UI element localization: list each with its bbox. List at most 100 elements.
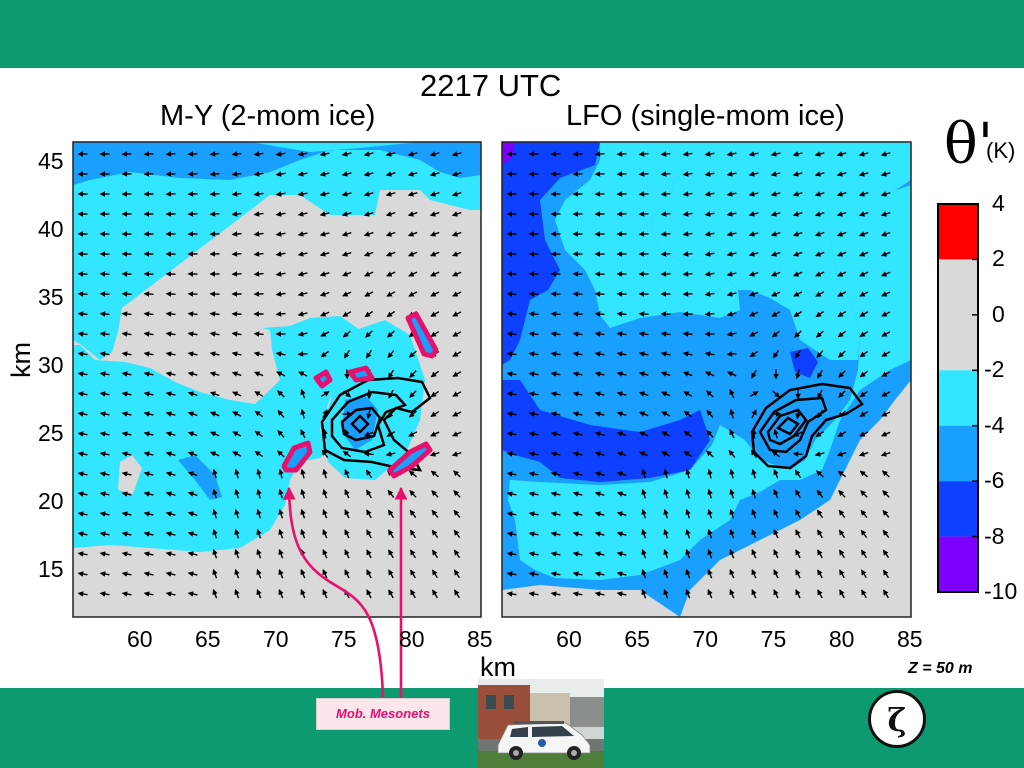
wind-vector — [407, 151, 418, 157]
wind-vector — [550, 311, 561, 317]
wind-vector — [792, 451, 803, 457]
wind-vector — [528, 491, 539, 497]
wind-vector — [660, 351, 671, 357]
wind-vector — [616, 571, 627, 577]
wind-vector — [344, 468, 350, 479]
wind-vector — [319, 311, 330, 317]
wind-vector — [528, 551, 539, 557]
wind-vector — [594, 531, 605, 537]
wind-vector — [663, 588, 669, 599]
wind-vector — [366, 529, 372, 539]
wind-vector — [278, 588, 284, 599]
wind-vector — [429, 151, 440, 157]
wind-vector — [366, 489, 372, 499]
wind-vector — [143, 571, 154, 577]
wind-vector — [859, 390, 869, 398]
wind-vector — [341, 151, 352, 157]
wind-vector — [815, 291, 825, 297]
wind-vector — [165, 451, 176, 457]
wind-vector — [550, 391, 561, 397]
wind-vector — [794, 349, 802, 359]
wind-vector — [344, 569, 350, 579]
wind-vector — [881, 391, 891, 397]
zeta-symbol: ζ — [887, 701, 907, 739]
wind-vector — [706, 409, 714, 418]
wind-vector — [792, 191, 803, 197]
wind-vector — [322, 428, 328, 439]
y-tick-label: 40 — [38, 216, 64, 243]
wind-vector — [550, 571, 561, 577]
wind-vector — [704, 311, 715, 317]
colorbar-bin — [938, 536, 978, 592]
wind-vector — [682, 171, 693, 177]
wind-vector — [77, 411, 88, 417]
wind-vector — [814, 151, 825, 157]
wind-vector — [451, 251, 462, 257]
wind-vector — [165, 551, 176, 557]
wind-vector — [814, 231, 825, 237]
wind-vector — [234, 528, 240, 539]
wind-vector — [429, 231, 440, 237]
wind-vector — [748, 271, 759, 277]
wind-vector — [297, 191, 308, 197]
wind-vector — [99, 311, 110, 317]
wind-vector — [704, 251, 715, 257]
wind-vector — [814, 251, 825, 257]
wind-vector — [682, 271, 693, 277]
wind-vector — [748, 251, 759, 257]
wind-vector — [594, 491, 605, 497]
wind-vector — [452, 271, 462, 277]
wind-vector — [705, 371, 715, 377]
wind-vector — [231, 351, 242, 357]
wind-vector — [594, 311, 605, 317]
colorbar-bin — [938, 425, 978, 482]
wind-vector — [407, 231, 418, 237]
wind-vector — [661, 411, 671, 417]
wind-vector — [297, 351, 308, 357]
wind-vector — [860, 529, 868, 539]
wind-vector — [453, 549, 461, 559]
wind-vector — [300, 589, 306, 599]
wind-vector — [187, 471, 198, 477]
wind-vector — [814, 211, 825, 217]
wind-vector — [773, 489, 779, 499]
x-tick-label: 75 — [760, 626, 787, 652]
wind-vector — [165, 391, 176, 397]
wind-vector — [770, 231, 781, 237]
wind-vector — [431, 509, 439, 518]
wind-vector — [366, 509, 372, 519]
wind-vector — [319, 151, 330, 157]
wind-vector — [748, 291, 759, 297]
wind-vector — [341, 251, 352, 257]
wind-vector — [187, 391, 198, 397]
wind-vector — [880, 211, 891, 217]
wind-vector — [365, 330, 373, 338]
wind-vector — [212, 588, 218, 599]
wind-vector — [187, 491, 198, 497]
wind-vector — [187, 431, 198, 437]
wind-vector — [256, 488, 262, 499]
wind-vector — [638, 311, 649, 317]
wind-vector — [143, 531, 154, 537]
wind-vector — [859, 291, 869, 297]
wind-vector — [363, 191, 374, 197]
wind-vector — [187, 591, 198, 597]
wind-vector — [319, 251, 330, 257]
wind-vector — [729, 568, 735, 579]
wind-vector — [773, 509, 779, 519]
wind-vector — [661, 431, 671, 437]
wind-vector — [77, 451, 88, 457]
wind-vector — [407, 211, 418, 217]
wind-vector — [792, 211, 803, 217]
wind-vector — [815, 310, 825, 318]
wind-vector — [143, 331, 154, 337]
wind-vector — [749, 331, 759, 337]
wind-vector — [165, 151, 176, 157]
wind-vector — [275, 291, 286, 297]
wind-vector — [795, 369, 801, 380]
wind-vector — [409, 509, 417, 519]
wind-vector — [661, 391, 671, 397]
x-tick-label: 70 — [263, 626, 289, 652]
wind-vector — [729, 429, 735, 439]
wind-vector — [726, 351, 737, 357]
